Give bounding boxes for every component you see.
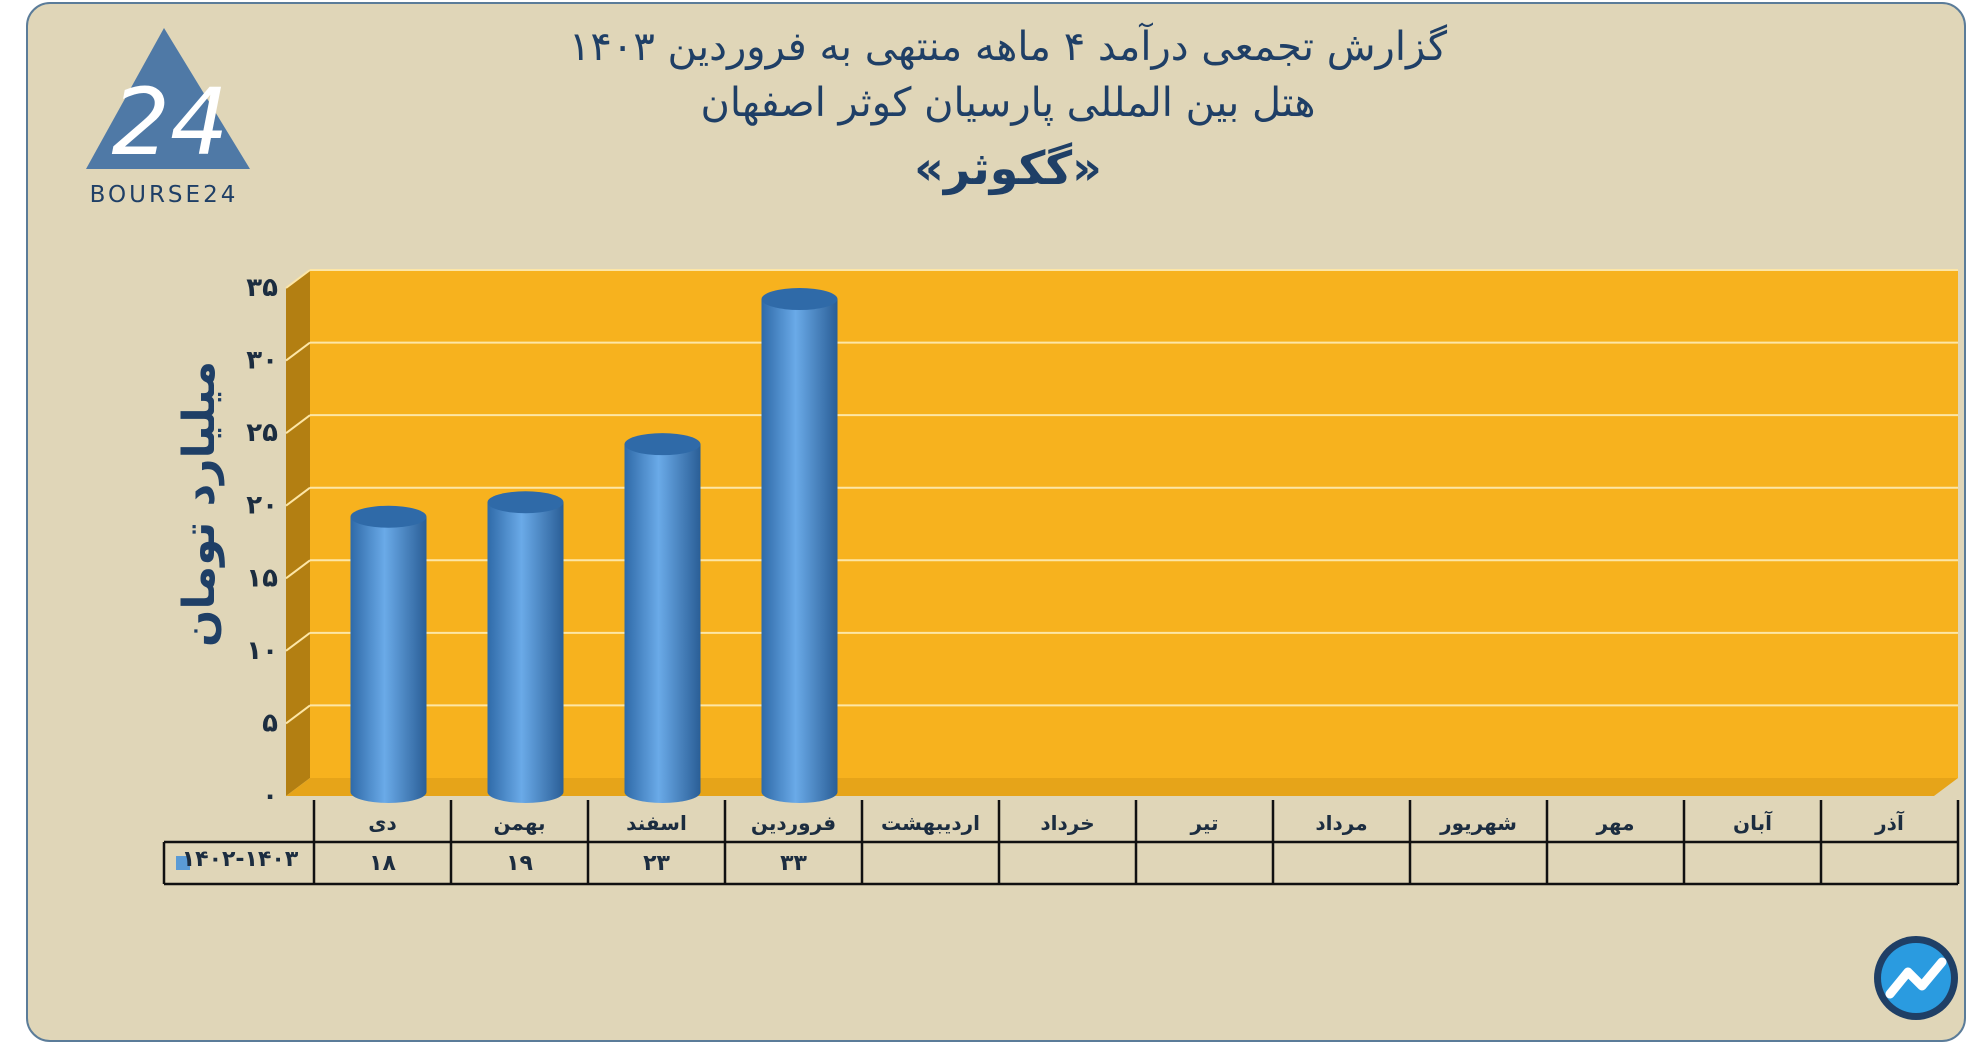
gridline-side [285, 632, 311, 652]
data-value-label: ۲۳ [643, 851, 670, 876]
bar-top [350, 505, 427, 528]
y-tick-label: ۰ [262, 781, 278, 811]
plot-background [310, 270, 1958, 778]
y-tick-labels: ۰ ۵ ۱۰ ۱۵ ۲۰ ۲۵ ۳۰ ۳۵ [246, 273, 278, 811]
legend-swatch [176, 856, 190, 870]
y-tick-label: ۱۰ [246, 636, 278, 666]
bar-top [487, 491, 564, 514]
gridline-side [285, 341, 311, 362]
category-label: اسفند [626, 811, 687, 835]
logo-mark: 24 [111, 69, 228, 176]
category-label: فروردین [751, 811, 836, 835]
bars [350, 288, 838, 804]
bar [350, 505, 427, 804]
y-axis-label: میلیارد تومان [174, 361, 225, 647]
logo-triangle [86, 28, 250, 169]
bar [761, 288, 838, 804]
gridline-side [285, 486, 311, 507]
category-label: آذر [1874, 810, 1905, 835]
chart-trend-icon [1874, 936, 1958, 1020]
bourse24-logo: 24 BOURSE24 [86, 28, 250, 208]
bar [487, 491, 564, 804]
bar-body [350, 516, 427, 804]
gridline-side [285, 414, 311, 434]
data-value-label: ۳۳ [780, 851, 807, 876]
category-label: شهریور [1439, 811, 1517, 835]
category-label: تیر [1189, 811, 1218, 835]
gridline-side [285, 704, 311, 725]
data-table: ۱۴۰۲-۱۴۰۳ دی ۱۸ بهمن ۱۹ اسفند ۲۳ فروردین ۳۳ اردیب… [162, 800, 1960, 886]
bar-body [487, 502, 564, 804]
y-tick-label: ۱۵ [246, 563, 278, 593]
y-tick-label: ۵ [262, 708, 278, 738]
bar-top [624, 433, 701, 456]
category-label: مهر [1595, 811, 1634, 835]
category-label: مرداد [1315, 811, 1367, 835]
data-value-label: ۱۹ [506, 851, 533, 876]
gridline-side [285, 269, 311, 289]
gridlines [285, 269, 1958, 725]
bar-body [761, 299, 838, 804]
bar-top [761, 288, 838, 311]
chart-title: گزارش تجمعی درآمد ۴ ماهه منتهی به فروردی… [569, 22, 1448, 70]
chart-subtitle: هتل بین المللی پارسیان کوثر اصفهان [701, 80, 1316, 126]
category-label: بهمن [493, 811, 545, 835]
category-label: خرداد [1040, 811, 1094, 835]
y-tick-label: ۲۵ [246, 418, 278, 448]
y-tick-label: ۲۰ [246, 491, 278, 521]
bar-body [624, 444, 701, 804]
category-label: دی [368, 811, 397, 835]
y-tick-label: ۳۵ [246, 273, 278, 303]
y-tick-label: ۳۰ [246, 346, 278, 376]
plot-floor [286, 778, 1958, 796]
gridline-side [285, 559, 311, 580]
chart: 24 BOURSE24 گزارش تجمعی درآمد ۴ ماهه منت… [86, 22, 1960, 1020]
plot-side-wall [286, 270, 310, 796]
category-label: آبان [1733, 810, 1773, 835]
category-label: اردیبهشت [881, 811, 980, 835]
bar [624, 433, 701, 804]
legend-series-name: ۱۴۰۲-۱۴۰۳ [182, 847, 299, 872]
chart-ticker: «گکوثر» [914, 141, 1102, 195]
data-value-label: ۱۸ [369, 851, 396, 876]
chart-frame: 24 BOURSE24 گزارش تجمعی درآمد ۴ ماهه منت… [26, 2, 1966, 1042]
logo-text: BOURSE24 [90, 182, 239, 208]
